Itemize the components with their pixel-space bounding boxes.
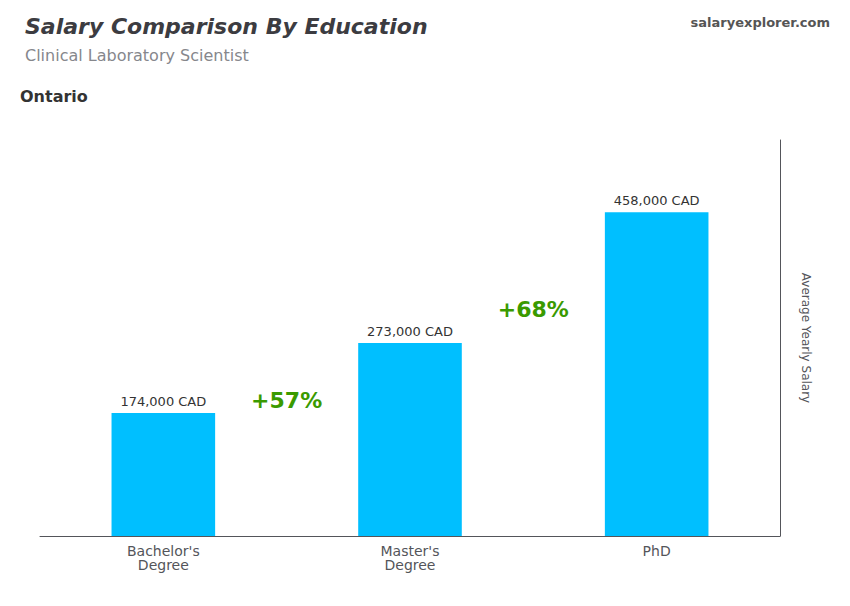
svg-text:Average Yearly Salary: Average Yearly Salary bbox=[799, 273, 813, 403]
svg-text:Degree: Degree bbox=[385, 557, 436, 573]
svg-text:Clinical Laboratory Scientist: Clinical Laboratory Scientist bbox=[25, 46, 249, 65]
svg-text:Master's: Master's bbox=[380, 543, 440, 559]
svg-text:PhD: PhD bbox=[643, 543, 671, 559]
svg-text:+57%: +57% bbox=[251, 388, 322, 413]
svg-text:Salary Comparison By Education: Salary Comparison By Education bbox=[25, 14, 428, 39]
svg-text:273,000 CAD: 273,000 CAD bbox=[367, 324, 453, 339]
svg-text:174,000 CAD: 174,000 CAD bbox=[120, 394, 206, 409]
svg-text:Bachelor's: Bachelor's bbox=[127, 543, 200, 559]
svg-text:Ontario: Ontario bbox=[20, 87, 88, 106]
svg-text:+68%: +68% bbox=[498, 297, 569, 322]
svg-text:Degree: Degree bbox=[138, 557, 189, 573]
svg-text:salaryexplorer.com: salaryexplorer.com bbox=[691, 15, 830, 30]
svg-text:458,000 CAD: 458,000 CAD bbox=[614, 193, 700, 208]
